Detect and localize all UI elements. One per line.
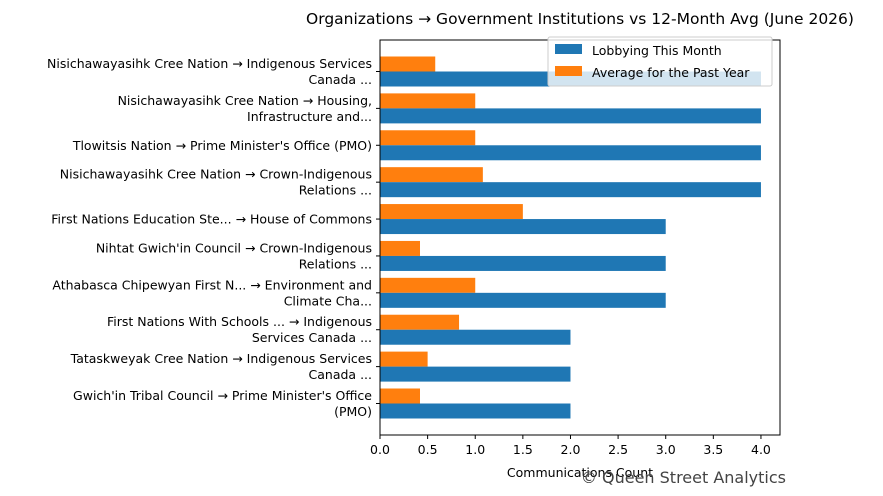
bar-past-year-9 bbox=[380, 388, 420, 404]
y-tick-label: Nisichawayasihk Cree Nation → Housing, In… bbox=[118, 93, 372, 124]
x-tick-label: 2.5 bbox=[608, 442, 628, 457]
y-tick-label-line: Gwich'in Tribal Council → Prime Minister… bbox=[73, 388, 372, 403]
y-axis: Nisichawayasihk Cree Nation → Indigenous… bbox=[47, 56, 380, 419]
y-tick-label-line: First Nations With Schools ... → Indigen… bbox=[107, 314, 372, 329]
x-axis-label: Communications Count bbox=[507, 465, 653, 480]
y-tick-label-line: Nihtat Gwich'in Council → Crown-Indigeno… bbox=[96, 240, 372, 255]
y-tick-label-line: Canada ... bbox=[309, 367, 372, 382]
bar-this-month-6 bbox=[380, 292, 666, 308]
y-tick-label-line: Athabasca Chipewyan First N... → Environ… bbox=[52, 277, 372, 292]
bar-this-month-3 bbox=[380, 182, 761, 198]
x-tick-label: 0.0 bbox=[370, 442, 390, 457]
bar-past-year-8 bbox=[380, 351, 428, 367]
y-tick-label-line: Tataskweyak Cree Nation → Indigenous Ser… bbox=[70, 351, 372, 366]
bar-past-year-4 bbox=[380, 204, 523, 220]
y-tick-label-line: Relations ... bbox=[299, 256, 372, 271]
y-tick-label: Nisichawayasihk Cree Nation → Indigenous… bbox=[47, 56, 372, 87]
bar-this-month-7 bbox=[380, 329, 571, 345]
y-tick-label-line: Nisichawayasihk Cree Nation → Crown-Indi… bbox=[60, 167, 372, 182]
y-tick-label: Gwich'in Tribal Council → Prime Minister… bbox=[73, 388, 372, 419]
legend-label-this-month: Lobbying This Month bbox=[592, 43, 722, 58]
y-tick-label: Tataskweyak Cree Nation → Indigenous Ser… bbox=[70, 351, 372, 382]
y-tick-label-line: First Nations Education Ste... → House o… bbox=[51, 212, 372, 227]
x-tick-label: 0.5 bbox=[418, 442, 438, 457]
bar-this-month-2 bbox=[380, 145, 761, 161]
x-axis: 0.0 0.5 1.0 1.5 2.0 2.5 3.0 3.5 4.0 bbox=[370, 435, 771, 457]
legend: Lobbying This Month Average for the Past… bbox=[547, 36, 773, 87]
x-tick-label: 1.5 bbox=[513, 442, 533, 457]
y-tick-label-line: Relations ... bbox=[299, 183, 372, 198]
y-tick-label: Athabasca Chipewyan First N... → Environ… bbox=[52, 277, 372, 308]
y-tick-label-line: Nisichawayasihk Cree Nation → Indigenous… bbox=[47, 56, 372, 71]
bar-past-year-2 bbox=[380, 130, 476, 146]
bar-past-year-3 bbox=[380, 167, 483, 183]
bar-past-year-0 bbox=[380, 56, 436, 72]
bar-this-month-9 bbox=[380, 403, 571, 419]
bar-this-month-1 bbox=[380, 108, 761, 124]
chart-title: Organizations → Government Institutions … bbox=[306, 10, 854, 28]
bar-this-month-4 bbox=[380, 219, 666, 235]
y-tick-label-line: Tlowitsis Nation → Prime Minister's Offi… bbox=[72, 138, 372, 153]
y-tick-label-line: Services Canada ... bbox=[252, 330, 372, 345]
bar-past-year-1 bbox=[380, 93, 476, 109]
bar-past-year-6 bbox=[380, 277, 476, 293]
x-tick-label: 4.0 bbox=[751, 442, 771, 457]
bars-layer bbox=[380, 56, 761, 419]
legend-box bbox=[547, 36, 773, 87]
y-tick-label: First Nations Education Ste... → House o… bbox=[51, 212, 372, 227]
y-tick-label-line: Infrastructure and... bbox=[247, 109, 372, 124]
bar-past-year-5 bbox=[380, 240, 420, 256]
x-tick-label: 3.5 bbox=[703, 442, 723, 457]
bar-this-month-5 bbox=[380, 255, 666, 271]
y-tick-label-line: (PMO) bbox=[334, 404, 372, 419]
y-tick-label: Nisichawayasihk Cree Nation → Crown-Indi… bbox=[60, 167, 372, 198]
y-tick-label-line: Canada ... bbox=[309, 72, 372, 87]
x-tick-label: 1.0 bbox=[465, 442, 485, 457]
bar-past-year-7 bbox=[380, 314, 460, 330]
legend-swatch-past-year bbox=[555, 66, 582, 76]
y-tick-label-line: Nisichawayasihk Cree Nation → Housing, bbox=[118, 93, 372, 108]
watermark: © Queen Street Analytics bbox=[581, 468, 786, 487]
bar-this-month-8 bbox=[380, 366, 571, 382]
x-tick-label: 3.0 bbox=[656, 442, 676, 457]
y-tick-label: First Nations With Schools ... → Indigen… bbox=[107, 314, 372, 345]
x-tick-label: 2.0 bbox=[561, 442, 581, 457]
legend-swatch-this-month bbox=[555, 44, 582, 54]
y-tick-label-line: Climate Cha... bbox=[284, 293, 372, 308]
y-tick-label: Nihtat Gwich'in Council → Crown-Indigeno… bbox=[96, 240, 372, 271]
legend-label-past-year: Average for the Past Year bbox=[592, 65, 750, 80]
y-tick-label: Tlowitsis Nation → Prime Minister's Offi… bbox=[72, 138, 372, 153]
